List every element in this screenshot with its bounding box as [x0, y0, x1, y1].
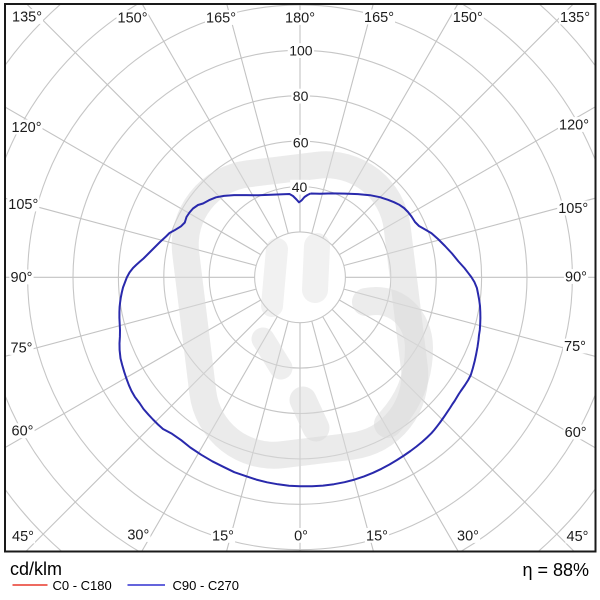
svg-text:90°: 90° [11, 270, 33, 286]
svg-text:165°: 165° [364, 10, 394, 26]
svg-text:75°: 75° [11, 341, 33, 357]
svg-text:120°: 120° [559, 118, 589, 134]
svg-text:150°: 150° [118, 11, 148, 27]
svg-text:80: 80 [293, 88, 309, 104]
svg-text:135°: 135° [12, 10, 42, 26]
svg-text:η = 88%: η = 88% [522, 560, 589, 580]
svg-text:90°: 90° [565, 270, 587, 286]
svg-text:75°: 75° [564, 339, 586, 355]
svg-text:C90 - C270: C90 - C270 [173, 578, 239, 593]
svg-text:15°: 15° [212, 528, 234, 544]
svg-text:150°: 150° [453, 10, 483, 26]
svg-text:105°: 105° [558, 201, 588, 217]
svg-text:40: 40 [292, 179, 308, 195]
svg-text:45°: 45° [12, 529, 34, 545]
svg-text:105°: 105° [8, 197, 38, 213]
svg-text:60°: 60° [12, 424, 34, 440]
svg-text:C0 - C180: C0 - C180 [53, 578, 112, 593]
svg-text:165°: 165° [206, 11, 236, 27]
svg-text:60°: 60° [565, 425, 587, 441]
svg-text:0°: 0° [294, 528, 308, 544]
svg-text:100: 100 [289, 43, 313, 59]
svg-text:cd/klm: cd/klm [10, 559, 62, 579]
svg-text:30°: 30° [457, 529, 479, 545]
svg-text:120°: 120° [12, 120, 42, 136]
svg-text:135°: 135° [560, 10, 590, 26]
svg-text:180°: 180° [285, 11, 315, 27]
svg-text:15°: 15° [366, 528, 388, 544]
svg-text:45°: 45° [567, 529, 589, 545]
svg-text:30°: 30° [127, 528, 149, 544]
svg-text:60: 60 [293, 134, 309, 150]
